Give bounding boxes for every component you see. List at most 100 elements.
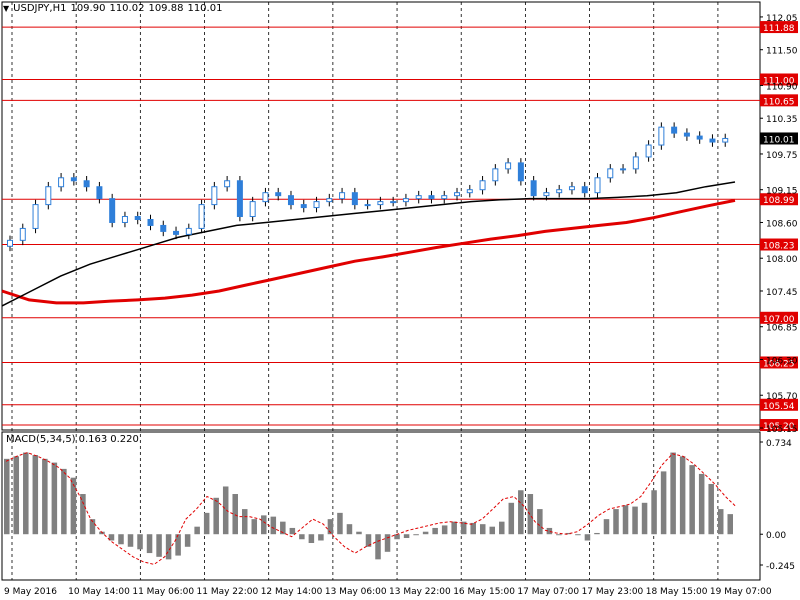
candle-body bbox=[556, 189, 563, 194]
candle bbox=[7, 235, 13, 252]
level-badge: 111.88 bbox=[760, 21, 798, 34]
candle-body bbox=[428, 195, 435, 200]
candle bbox=[479, 176, 486, 195]
candle bbox=[96, 181, 103, 204]
candle bbox=[658, 122, 665, 150]
macd-bar bbox=[118, 534, 124, 545]
level-label: 111.88 bbox=[763, 24, 795, 34]
macd-bar bbox=[460, 521, 467, 535]
macd-bar bbox=[270, 516, 277, 535]
candle-body bbox=[70, 177, 77, 182]
chart-header: ▼ USDJPY,H1 109.90 110.02 109.88 110.01 bbox=[3, 3, 226, 14]
macd-bar bbox=[337, 512, 343, 535]
candle bbox=[339, 187, 346, 204]
candle-body bbox=[492, 168, 499, 182]
candle-body bbox=[211, 186, 218, 206]
macd-bar bbox=[546, 527, 553, 535]
price-tick-label: 112.05 bbox=[766, 14, 798, 24]
candle bbox=[632, 152, 639, 174]
candle bbox=[517, 158, 524, 186]
candle-body bbox=[45, 186, 52, 206]
macd-bar bbox=[613, 509, 619, 535]
macd-bar bbox=[146, 534, 153, 554]
candle-body bbox=[275, 192, 282, 197]
candle bbox=[505, 158, 512, 174]
macd-bar bbox=[394, 534, 400, 540]
macd-bar bbox=[156, 534, 162, 557]
candle bbox=[364, 199, 371, 210]
price-tick-label: 110.90 bbox=[766, 82, 798, 92]
macd-bar bbox=[584, 534, 591, 541]
candle-body bbox=[632, 156, 639, 170]
candle bbox=[428, 190, 435, 204]
level-badge-bg bbox=[760, 419, 798, 432]
level-label: 110.65 bbox=[763, 97, 795, 107]
macd-bar bbox=[137, 534, 143, 550]
candle bbox=[70, 173, 77, 186]
macd-bar bbox=[622, 505, 629, 535]
candle bbox=[709, 134, 716, 147]
time-axis: 9 May 2016 10 May 14:00 11 May 06:00 11 May… bbox=[4, 587, 772, 597]
candle bbox=[454, 187, 461, 201]
macd-bar bbox=[308, 534, 315, 544]
candle-body bbox=[173, 230, 180, 235]
candle bbox=[147, 214, 154, 231]
level-badge-bg bbox=[760, 398, 798, 411]
macd-header: MACD(5,34,5) 0.163 0.220 bbox=[6, 434, 142, 445]
level-badge-bg bbox=[760, 311, 798, 324]
candle bbox=[607, 164, 614, 183]
level-badge: 110.65 bbox=[760, 94, 798, 107]
grid-layer bbox=[1, 1, 761, 581]
macd-bar bbox=[32, 455, 39, 535]
candle bbox=[173, 226, 180, 240]
candles bbox=[7, 122, 729, 252]
dropdown-arrow-icon[interactable]: ▼ bbox=[3, 4, 10, 13]
price-tick-label: 108.60 bbox=[766, 219, 798, 229]
candle-body bbox=[134, 216, 141, 220]
macd-bar bbox=[413, 534, 419, 536]
candle bbox=[620, 164, 627, 174]
time-tick-label: 10 May 14:00 bbox=[68, 587, 130, 597]
candle bbox=[696, 131, 703, 144]
candle bbox=[543, 187, 550, 201]
candle-body bbox=[581, 186, 588, 194]
candle-body bbox=[390, 201, 397, 204]
candle-body bbox=[530, 180, 537, 197]
candle-body bbox=[415, 195, 422, 200]
macd-bar bbox=[422, 531, 429, 535]
price-tick-label: 110.35 bbox=[766, 115, 798, 125]
candle bbox=[224, 176, 231, 192]
candle-body bbox=[249, 201, 256, 218]
price-tick-label: 109.75 bbox=[766, 151, 798, 161]
macd-bar bbox=[203, 512, 210, 535]
candle-body bbox=[58, 177, 65, 188]
macd-main-value: 0.163 bbox=[78, 434, 108, 445]
macd-bar bbox=[594, 532, 600, 535]
candle-body bbox=[7, 239, 13, 247]
level-badge: 105.20 bbox=[760, 419, 798, 432]
level-label: 105.20 bbox=[763, 422, 795, 432]
macd-bar bbox=[165, 534, 172, 560]
level-label: 111.00 bbox=[763, 76, 795, 86]
candle-body bbox=[658, 126, 665, 146]
macd-bar bbox=[375, 534, 381, 560]
macd-bar bbox=[470, 522, 476, 535]
candle bbox=[58, 173, 65, 192]
time-tick-label: 9 May 2016 bbox=[4, 587, 57, 597]
level-badge: 108.23 bbox=[760, 238, 798, 252]
candle bbox=[645, 140, 652, 162]
macd-bar bbox=[479, 524, 486, 535]
macd-tick-label: 0.00 bbox=[766, 531, 786, 541]
candle bbox=[351, 187, 358, 210]
macd-bar bbox=[213, 497, 219, 535]
price-tick-label: 107.45 bbox=[766, 288, 798, 298]
candle bbox=[275, 187, 282, 201]
macd-bar bbox=[80, 494, 86, 535]
macd-bar bbox=[23, 452, 29, 535]
level-label: 107.00 bbox=[763, 315, 795, 325]
macd-bar bbox=[441, 525, 448, 535]
ma-slow-line bbox=[1, 198, 736, 305]
time-tick-label: 13 May 06:00 bbox=[325, 587, 387, 597]
macd-bar bbox=[384, 534, 391, 552]
